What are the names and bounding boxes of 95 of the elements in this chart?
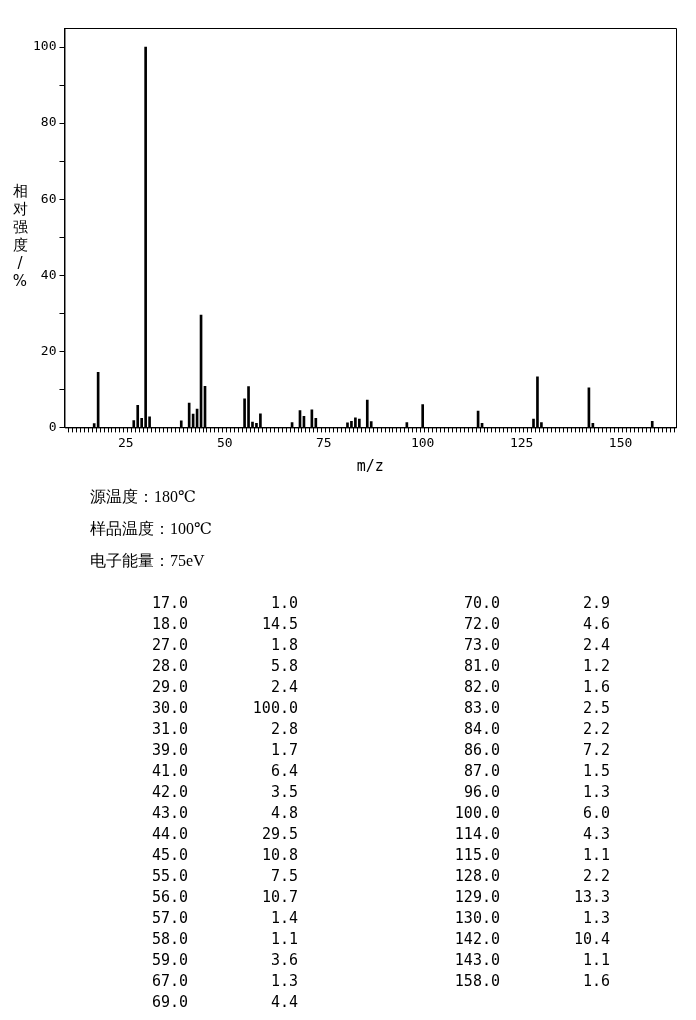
text: 115.0: [453, 846, 500, 864]
text: 100.0: [453, 804, 500, 822]
y-tick-label: 100: [33, 38, 57, 54]
text: 13.3: [572, 888, 610, 906]
x-tick-label: 125: [509, 434, 534, 450]
text: 57.0: [150, 909, 188, 927]
text: 1.8: [269, 636, 298, 654]
text: 2.2: [581, 867, 610, 885]
text: 83.0: [462, 699, 500, 717]
text: 45.0: [150, 846, 188, 864]
text: 96.0: [462, 783, 500, 801]
text: 源温度：180℃: [90, 487, 197, 507]
x-axis-title: m/z: [356, 456, 384, 475]
x-tick-label: 150: [608, 434, 633, 450]
x-tick-label: 50: [216, 434, 233, 450]
text: 42.0: [150, 783, 188, 801]
text: 72.0: [462, 615, 500, 633]
text: 87.0: [462, 762, 500, 780]
text: 82.0: [462, 678, 500, 696]
text: 电子能量：75eV: [90, 551, 206, 571]
text: 129.0: [453, 888, 500, 906]
text: 84.0: [462, 720, 500, 738]
text: 142.0: [453, 930, 500, 948]
y-tick-label: 40: [40, 266, 57, 282]
text: 70.0: [462, 594, 500, 612]
text: 55.0: [150, 867, 188, 885]
x-tick-label: 100: [410, 434, 435, 450]
text: 100.0: [251, 699, 298, 717]
text: 2.8: [269, 720, 298, 738]
text: 7.2: [581, 741, 610, 759]
text: 2.4: [581, 636, 610, 654]
y-axis-title: 相对强度/%: [11, 182, 29, 290]
y-tick-label: 60: [40, 190, 57, 206]
text: 27.0: [150, 636, 188, 654]
text: 158.0: [453, 972, 500, 990]
text: 1.0: [269, 594, 298, 612]
text: 1.7: [269, 741, 298, 759]
text: 6.4: [269, 762, 298, 780]
text: 39.0: [150, 741, 188, 759]
text: 67.0: [150, 972, 188, 990]
y-tick-label: 0: [48, 418, 57, 434]
text: 31.0: [150, 720, 188, 738]
text: 58.0: [150, 930, 188, 948]
text: 2.9: [581, 594, 610, 612]
text: 41.0: [150, 762, 188, 780]
text: 1.3: [581, 909, 610, 927]
text: 7.5: [269, 867, 298, 885]
text: 69.0: [150, 993, 188, 1011]
text: 14.5: [260, 615, 298, 633]
text: 4.6: [581, 615, 610, 633]
text: 1.6: [581, 972, 610, 990]
text: 18.0: [150, 615, 188, 633]
text: 3.5: [269, 783, 298, 801]
text: 1.2: [581, 657, 610, 675]
text: 86.0: [462, 741, 500, 759]
text: 1.1: [269, 930, 298, 948]
text: 30.0: [150, 699, 188, 717]
text: 56.0: [150, 888, 188, 906]
text: 4.3: [581, 825, 610, 843]
text: 2.5: [581, 699, 610, 717]
text: 4.4: [269, 993, 298, 1011]
text: 1.1: [581, 951, 610, 969]
text: 114.0: [453, 825, 500, 843]
y-tick-label: 80: [40, 114, 57, 130]
text: 1.3: [269, 972, 298, 990]
text: 1.4: [269, 909, 298, 927]
text: 29.0: [150, 678, 188, 696]
text: 5.8: [269, 657, 298, 675]
text: 10.8: [260, 846, 298, 864]
text: 17.0: [150, 594, 188, 612]
text: 1.3: [581, 783, 610, 801]
text: 2.4: [269, 678, 298, 696]
text: 81.0: [462, 657, 500, 675]
text: 59.0: [150, 951, 188, 969]
text: 样品温度：100℃: [90, 519, 212, 539]
x-tick-label: 25: [118, 434, 134, 450]
text: 128.0: [453, 867, 500, 885]
text: 1.5: [581, 762, 610, 780]
text: 10.7: [260, 888, 298, 906]
text: 28.0: [150, 657, 188, 675]
text: 4.8: [269, 804, 298, 822]
text: 10.4: [572, 930, 610, 948]
text: 143.0: [453, 951, 500, 969]
text: 29.5: [260, 825, 298, 843]
x-tick-label: 75: [315, 434, 332, 450]
text: 6.0: [581, 804, 610, 822]
text: 2.2: [581, 720, 610, 738]
text: 73.0: [462, 636, 500, 654]
text: 1.1: [581, 846, 610, 864]
y-tick-label: 20: [40, 342, 57, 358]
text: 43.0: [150, 804, 188, 822]
text: 3.6: [269, 951, 298, 969]
text: 1.6: [581, 678, 610, 696]
text: 44.0: [150, 825, 188, 843]
text: 130.0: [453, 909, 500, 927]
